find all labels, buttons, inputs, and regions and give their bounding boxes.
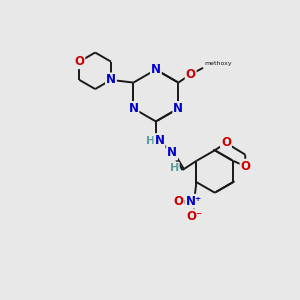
Text: O⁻: O⁻ (186, 210, 202, 223)
Text: H: H (169, 163, 179, 173)
Text: O: O (74, 55, 84, 68)
Text: N: N (154, 134, 164, 147)
Text: N: N (106, 74, 116, 86)
Text: O: O (221, 136, 231, 149)
Text: H: H (146, 136, 155, 146)
Text: N: N (128, 102, 138, 115)
Text: N: N (151, 63, 161, 76)
Text: O: O (174, 195, 184, 208)
Text: O: O (186, 68, 196, 81)
Text: N: N (167, 146, 177, 159)
Text: O: O (241, 160, 250, 173)
Text: N: N (173, 102, 183, 115)
Text: methoxy: methoxy (205, 61, 232, 66)
Text: N⁺: N⁺ (186, 195, 202, 208)
